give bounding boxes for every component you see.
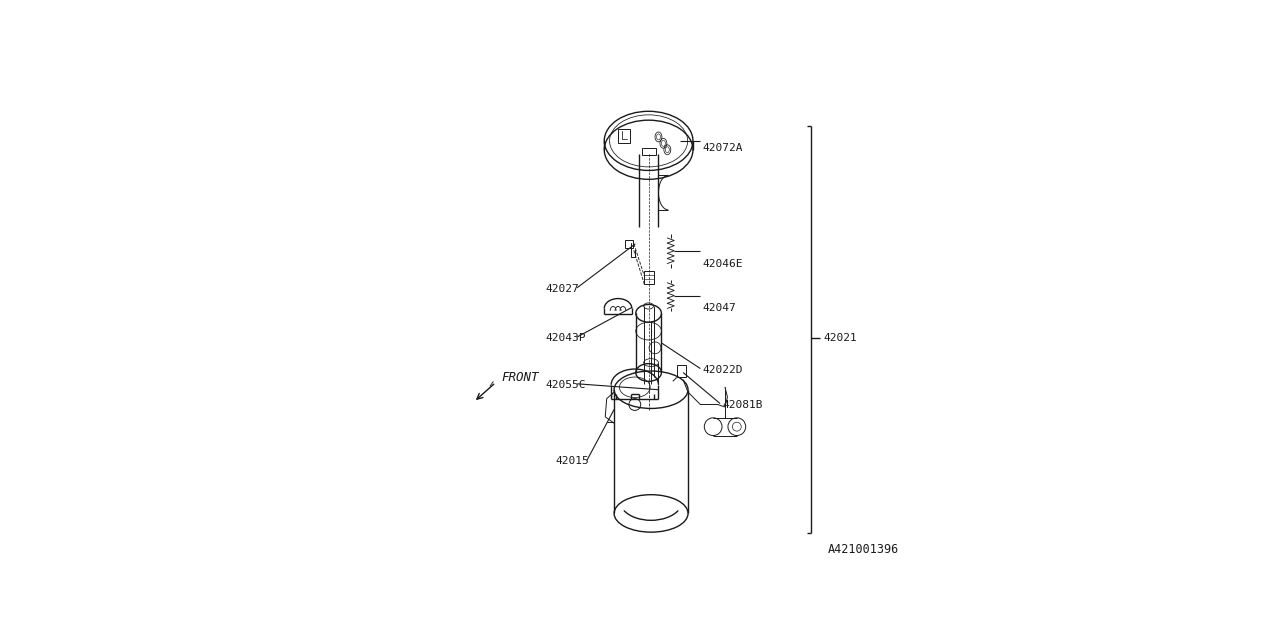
Text: 42081B: 42081B — [722, 399, 763, 410]
Text: A421001396: A421001396 — [827, 543, 899, 556]
Text: 42015: 42015 — [556, 456, 589, 466]
Text: 42046E: 42046E — [703, 259, 744, 269]
Text: 42043P: 42043P — [545, 333, 586, 343]
Text: 42021: 42021 — [823, 333, 858, 343]
Text: 42027: 42027 — [545, 284, 579, 294]
Text: 42055C: 42055C — [545, 380, 586, 390]
Text: 42047: 42047 — [703, 303, 736, 314]
Text: FRONT: FRONT — [502, 371, 539, 384]
Text: 42022D: 42022D — [703, 365, 744, 375]
Text: 42072A: 42072A — [703, 143, 744, 153]
